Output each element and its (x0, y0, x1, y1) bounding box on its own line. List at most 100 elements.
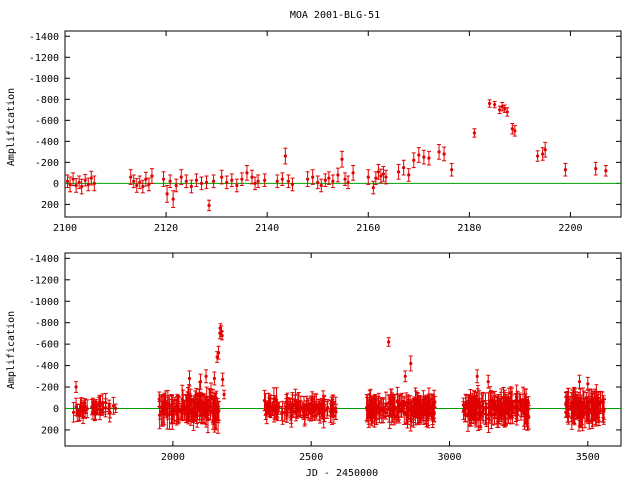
data-point (487, 101, 492, 106)
bottom-y-axis-label: Amplification (6, 311, 17, 389)
data-point (301, 409, 305, 413)
data-point (503, 412, 507, 417)
data-point (586, 413, 591, 417)
data-point (387, 400, 391, 404)
data-point (366, 175, 370, 179)
data-point (343, 177, 347, 181)
data-point (576, 406, 580, 410)
data-point (390, 407, 395, 411)
data-point (161, 177, 166, 181)
data-point (525, 415, 530, 419)
data-point (198, 380, 203, 384)
y-tick-label: 200 (41, 425, 59, 436)
data-point (316, 407, 320, 411)
data-point (331, 179, 335, 183)
data-point (141, 184, 145, 189)
data-point (193, 413, 197, 417)
data-point (240, 177, 244, 181)
data-point (564, 401, 568, 405)
data-point (256, 179, 260, 183)
chart-title: MOA 2001-BLG-51 (290, 10, 380, 21)
data-point (275, 179, 279, 183)
data-point (505, 403, 509, 407)
data-point (572, 408, 577, 413)
top-panel: -1400 -1200 -1000 -800 -600 -400 -200 0 200 2100 2… (29, 30, 622, 234)
data-point (187, 376, 192, 381)
data-point (329, 408, 333, 412)
y-tick-label: -1000 (29, 297, 59, 308)
y-tick-label: -400 (35, 361, 59, 372)
data-point (466, 399, 471, 403)
data-point (409, 361, 413, 366)
data-point (476, 402, 480, 406)
data-point (311, 404, 315, 408)
data-point (475, 374, 479, 378)
data-point (220, 333, 224, 338)
data-point (496, 418, 500, 422)
data-point (157, 397, 161, 401)
data-point (172, 409, 176, 413)
y-tick-label: -1200 (29, 53, 59, 64)
data-point (93, 410, 98, 414)
data-point (186, 397, 190, 401)
data-point (92, 181, 96, 185)
data-point (371, 185, 375, 190)
data-point (129, 175, 133, 179)
y-tick-label: 0 (53, 179, 59, 190)
data-point (71, 410, 76, 414)
data-point (107, 404, 111, 408)
y-tick-label: -200 (35, 158, 59, 169)
data-point (522, 412, 527, 416)
data-point (488, 399, 492, 403)
data-point (594, 167, 598, 171)
data-point (263, 178, 267, 182)
y-tick-label: -200 (35, 383, 59, 394)
data-point (161, 408, 165, 412)
data-point (189, 394, 193, 398)
data-point (494, 406, 498, 410)
data-point (184, 179, 188, 183)
data-point (590, 411, 594, 415)
data-point (541, 152, 545, 156)
data-point (89, 176, 93, 180)
data-point (268, 404, 272, 409)
data-point (290, 182, 295, 187)
data-point (476, 417, 480, 421)
data-point (138, 180, 142, 184)
data-point (381, 408, 385, 412)
data-point (387, 340, 391, 344)
data-point (204, 180, 209, 184)
y-tick-label: -1200 (29, 275, 59, 286)
data-point (578, 407, 582, 411)
data-point (419, 407, 423, 412)
data-point (263, 402, 268, 406)
data-point (144, 177, 148, 181)
data-point (403, 374, 407, 378)
y-tick-label: 0 (53, 404, 59, 415)
data-point (577, 380, 582, 384)
data-point (488, 411, 492, 415)
y-tick-label: -1400 (29, 32, 59, 43)
y-tick-label: -1400 (29, 254, 59, 265)
data-point (220, 175, 224, 179)
data-point (212, 179, 216, 183)
data-point (195, 400, 200, 404)
data-point (478, 414, 482, 418)
data-point (277, 405, 281, 409)
data-point (340, 157, 344, 161)
data-point (499, 405, 503, 409)
data-point (158, 413, 162, 417)
y-tick-label: -800 (35, 318, 59, 329)
data-point (464, 406, 468, 410)
data-point (602, 407, 606, 411)
data-point (132, 179, 136, 183)
data-point (346, 180, 350, 184)
data-point (68, 182, 72, 187)
data-point (272, 406, 276, 410)
x-tick-label: 2200 (558, 223, 582, 234)
data-point (114, 406, 118, 410)
data-point (170, 407, 174, 411)
data-point (222, 392, 226, 397)
data-point (165, 192, 169, 196)
data-point (588, 399, 592, 403)
